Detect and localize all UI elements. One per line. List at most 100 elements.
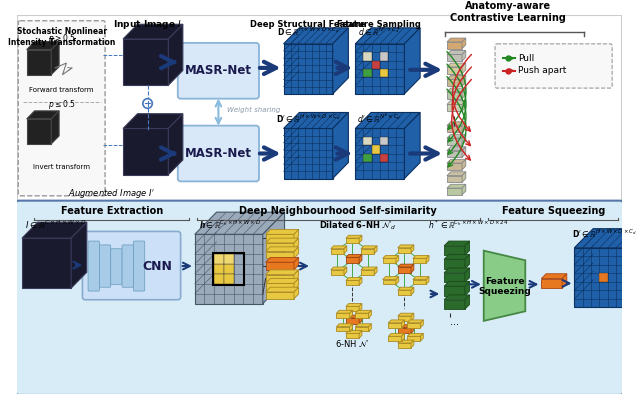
Bar xyxy=(447,67,462,74)
Polygon shape xyxy=(349,310,353,318)
Polygon shape xyxy=(195,212,285,234)
Bar xyxy=(364,69,372,77)
Text: Weight sharing: Weight sharing xyxy=(227,107,280,113)
Bar xyxy=(444,259,465,269)
Bar xyxy=(383,258,396,263)
Polygon shape xyxy=(462,172,466,182)
Polygon shape xyxy=(333,28,348,94)
Bar xyxy=(266,283,294,290)
Polygon shape xyxy=(447,147,466,151)
Bar xyxy=(355,327,369,331)
Polygon shape xyxy=(465,241,470,255)
Text: Feature Squeezing: Feature Squeezing xyxy=(502,206,605,216)
Bar xyxy=(398,343,411,348)
Polygon shape xyxy=(462,76,466,86)
Circle shape xyxy=(143,98,152,108)
Bar xyxy=(224,274,234,284)
Polygon shape xyxy=(51,111,59,144)
Polygon shape xyxy=(398,325,414,328)
Bar xyxy=(447,176,462,182)
Bar xyxy=(361,270,374,275)
Polygon shape xyxy=(396,255,399,263)
Bar xyxy=(266,275,294,281)
Bar xyxy=(398,316,411,321)
Bar xyxy=(541,279,562,288)
Polygon shape xyxy=(462,38,466,48)
Polygon shape xyxy=(359,255,362,263)
Text: Pull: Pull xyxy=(518,54,534,63)
Polygon shape xyxy=(396,277,399,284)
Text: Anatomy-aware
Contrastive Learning: Anatomy-aware Contrastive Learning xyxy=(451,1,566,23)
Text: $\mathbf{D}' \in \mathbb{R}^{H\times W\times D\times C_d}$: $\mathbf{D}' \in \mathbb{R}^{H\times W\t… xyxy=(276,112,340,125)
Polygon shape xyxy=(294,279,299,290)
Polygon shape xyxy=(266,257,299,262)
Polygon shape xyxy=(123,114,183,128)
Polygon shape xyxy=(426,255,429,263)
Polygon shape xyxy=(407,320,423,323)
Polygon shape xyxy=(401,333,404,341)
Text: $d \in \mathbb{R}^{N^k\times C_d}$: $d \in \mathbb{R}^{N^k\times C_d}$ xyxy=(358,25,400,38)
Bar xyxy=(413,279,426,284)
Bar xyxy=(447,188,462,195)
Polygon shape xyxy=(404,28,420,94)
Polygon shape xyxy=(263,212,285,303)
Polygon shape xyxy=(27,111,59,119)
Bar xyxy=(346,307,359,311)
Polygon shape xyxy=(465,295,470,309)
FancyBboxPatch shape xyxy=(83,231,180,300)
Polygon shape xyxy=(355,28,420,44)
Polygon shape xyxy=(447,76,466,80)
Text: Dilated 6-NH $\mathcal{N}_d$: Dilated 6-NH $\mathcal{N}_d$ xyxy=(319,219,396,232)
Polygon shape xyxy=(123,39,168,85)
Polygon shape xyxy=(411,340,414,348)
Polygon shape xyxy=(541,274,567,279)
Polygon shape xyxy=(411,325,414,333)
Polygon shape xyxy=(344,267,347,275)
Polygon shape xyxy=(284,128,333,178)
Polygon shape xyxy=(465,255,470,269)
Polygon shape xyxy=(294,238,299,250)
Text: $d' \in \mathbb{R}^{N^k\times C_d}$: $d' \in \mathbb{R}^{N^k\times C_d}$ xyxy=(357,112,401,125)
Bar xyxy=(398,290,411,295)
Polygon shape xyxy=(346,235,362,238)
Polygon shape xyxy=(462,100,466,111)
Bar xyxy=(346,238,359,243)
Text: Invert transform: Invert transform xyxy=(33,164,90,170)
FancyBboxPatch shape xyxy=(495,44,612,88)
Bar xyxy=(266,262,294,270)
Polygon shape xyxy=(294,257,299,270)
Bar xyxy=(447,163,462,170)
Polygon shape xyxy=(294,287,299,299)
Polygon shape xyxy=(383,277,399,279)
FancyBboxPatch shape xyxy=(122,245,133,287)
Polygon shape xyxy=(374,246,377,254)
Text: Deep Neighbourhood Self-similarity: Deep Neighbourhood Self-similarity xyxy=(239,206,437,216)
Text: MASR-Net: MASR-Net xyxy=(185,147,252,160)
Text: $p > 0.5$: $p > 0.5$ xyxy=(48,32,76,45)
Polygon shape xyxy=(331,246,347,249)
Bar xyxy=(346,333,359,338)
Polygon shape xyxy=(346,278,362,281)
Bar xyxy=(413,258,426,263)
Polygon shape xyxy=(383,255,399,258)
Polygon shape xyxy=(355,128,404,178)
Polygon shape xyxy=(462,134,466,145)
Polygon shape xyxy=(266,287,299,292)
Bar xyxy=(388,336,401,341)
Bar xyxy=(444,246,465,255)
Bar xyxy=(364,154,372,162)
Polygon shape xyxy=(484,251,525,321)
Bar xyxy=(214,264,224,274)
Bar xyxy=(407,336,420,341)
Polygon shape xyxy=(369,324,371,331)
Polygon shape xyxy=(447,159,466,163)
Text: Feature Extraction: Feature Extraction xyxy=(61,206,163,216)
Polygon shape xyxy=(462,88,466,98)
Polygon shape xyxy=(413,255,429,258)
Bar xyxy=(407,323,420,328)
Polygon shape xyxy=(284,44,333,94)
Text: Forward transform: Forward transform xyxy=(29,87,94,93)
Text: Feature Sampling: Feature Sampling xyxy=(337,20,421,30)
Bar xyxy=(214,274,224,284)
Bar xyxy=(337,313,349,318)
